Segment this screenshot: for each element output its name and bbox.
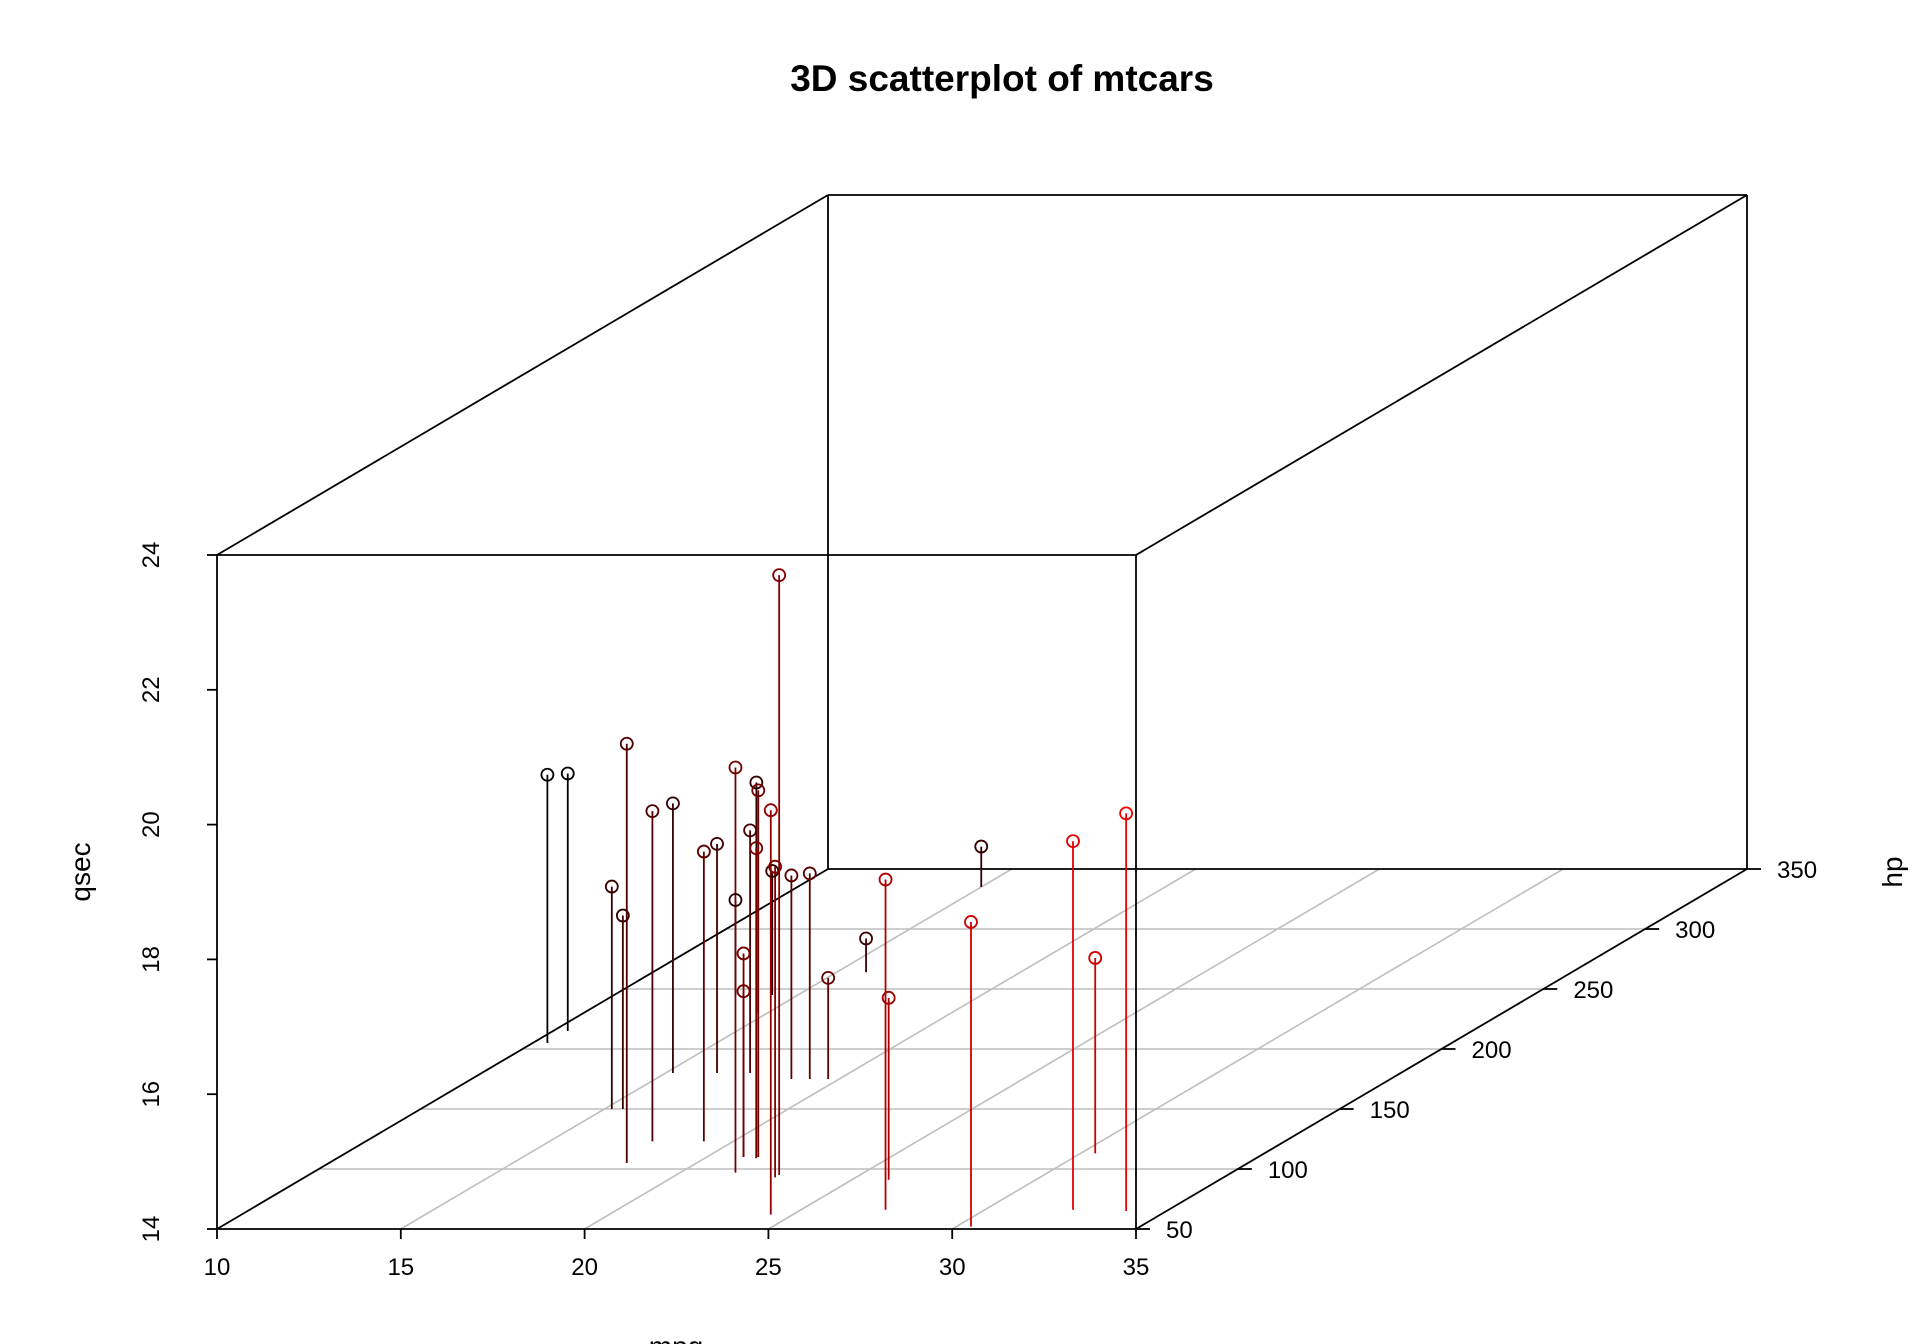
data-point xyxy=(768,859,783,874)
y-tick-label: 50 xyxy=(1166,1217,1193,1244)
data-points xyxy=(540,568,1134,1005)
x-axis-label: mpg xyxy=(649,1331,703,1344)
x-tick-label: 30 xyxy=(939,1254,966,1281)
x-tick-label: 10 xyxy=(204,1254,231,1281)
data-point xyxy=(560,766,575,781)
data-point xyxy=(749,775,764,790)
data-point xyxy=(736,946,751,961)
drop-lines xyxy=(546,575,1128,1227)
y-tick-label: 150 xyxy=(1370,1097,1410,1124)
data-point xyxy=(1119,806,1134,821)
z-axis-label: qsec xyxy=(65,842,96,901)
data-point xyxy=(763,803,778,818)
x-tick-label: 25 xyxy=(755,1254,782,1281)
y-tick-label: 350 xyxy=(1777,857,1817,884)
data-point xyxy=(784,868,799,883)
data-point xyxy=(878,872,893,887)
data-point xyxy=(821,971,836,985)
data-point xyxy=(1066,834,1080,849)
y-axis-label: hp xyxy=(1877,856,1908,887)
data-point xyxy=(696,844,711,859)
data-point xyxy=(859,931,873,946)
data-point xyxy=(540,767,555,782)
box-edge xyxy=(216,194,829,556)
data-point xyxy=(964,915,978,929)
data-point xyxy=(619,736,634,751)
data-point xyxy=(974,839,989,854)
data-point xyxy=(728,893,743,907)
x-tick-label: 35 xyxy=(1123,1254,1150,1281)
y-tick-label: 200 xyxy=(1472,1037,1512,1064)
data-point xyxy=(772,568,787,583)
z-tick-label: 24 xyxy=(138,542,165,569)
z-tick-label: 14 xyxy=(138,1216,165,1243)
data-point xyxy=(881,990,896,1005)
box-edge xyxy=(1135,194,1748,556)
data-point xyxy=(604,879,619,894)
axis-ticks xyxy=(207,554,1761,1239)
bounding-box xyxy=(216,194,1748,1230)
data-point xyxy=(615,908,630,923)
data-point xyxy=(743,823,758,838)
z-tick-label: 18 xyxy=(138,946,165,973)
z-tick-label: 16 xyxy=(138,1081,165,1108)
y-tick-label: 250 xyxy=(1573,977,1613,1004)
x-tick-label: 15 xyxy=(387,1254,414,1281)
data-point xyxy=(666,796,680,811)
tick-labels: 10 15 20 25 30 35 50 100 150 200 250 300 350 14 16 18 20… xyxy=(138,542,1817,1281)
y-tick-label: 300 xyxy=(1675,917,1715,944)
data-point xyxy=(645,804,660,819)
y-tick-label: 100 xyxy=(1268,1157,1308,1184)
data-point xyxy=(710,836,724,851)
data-point xyxy=(1088,951,1103,965)
data-point xyxy=(751,783,766,798)
chart-title: 3D scatterplot of mtcars xyxy=(790,58,1214,99)
box-edge xyxy=(216,868,829,1230)
data-point xyxy=(802,866,817,881)
x-tick-label: 20 xyxy=(571,1254,598,1281)
data-point xyxy=(728,760,743,775)
z-tick-label: 20 xyxy=(138,811,165,838)
z-tick-label: 22 xyxy=(138,676,165,703)
data-point xyxy=(749,841,764,856)
data-point xyxy=(736,984,751,999)
